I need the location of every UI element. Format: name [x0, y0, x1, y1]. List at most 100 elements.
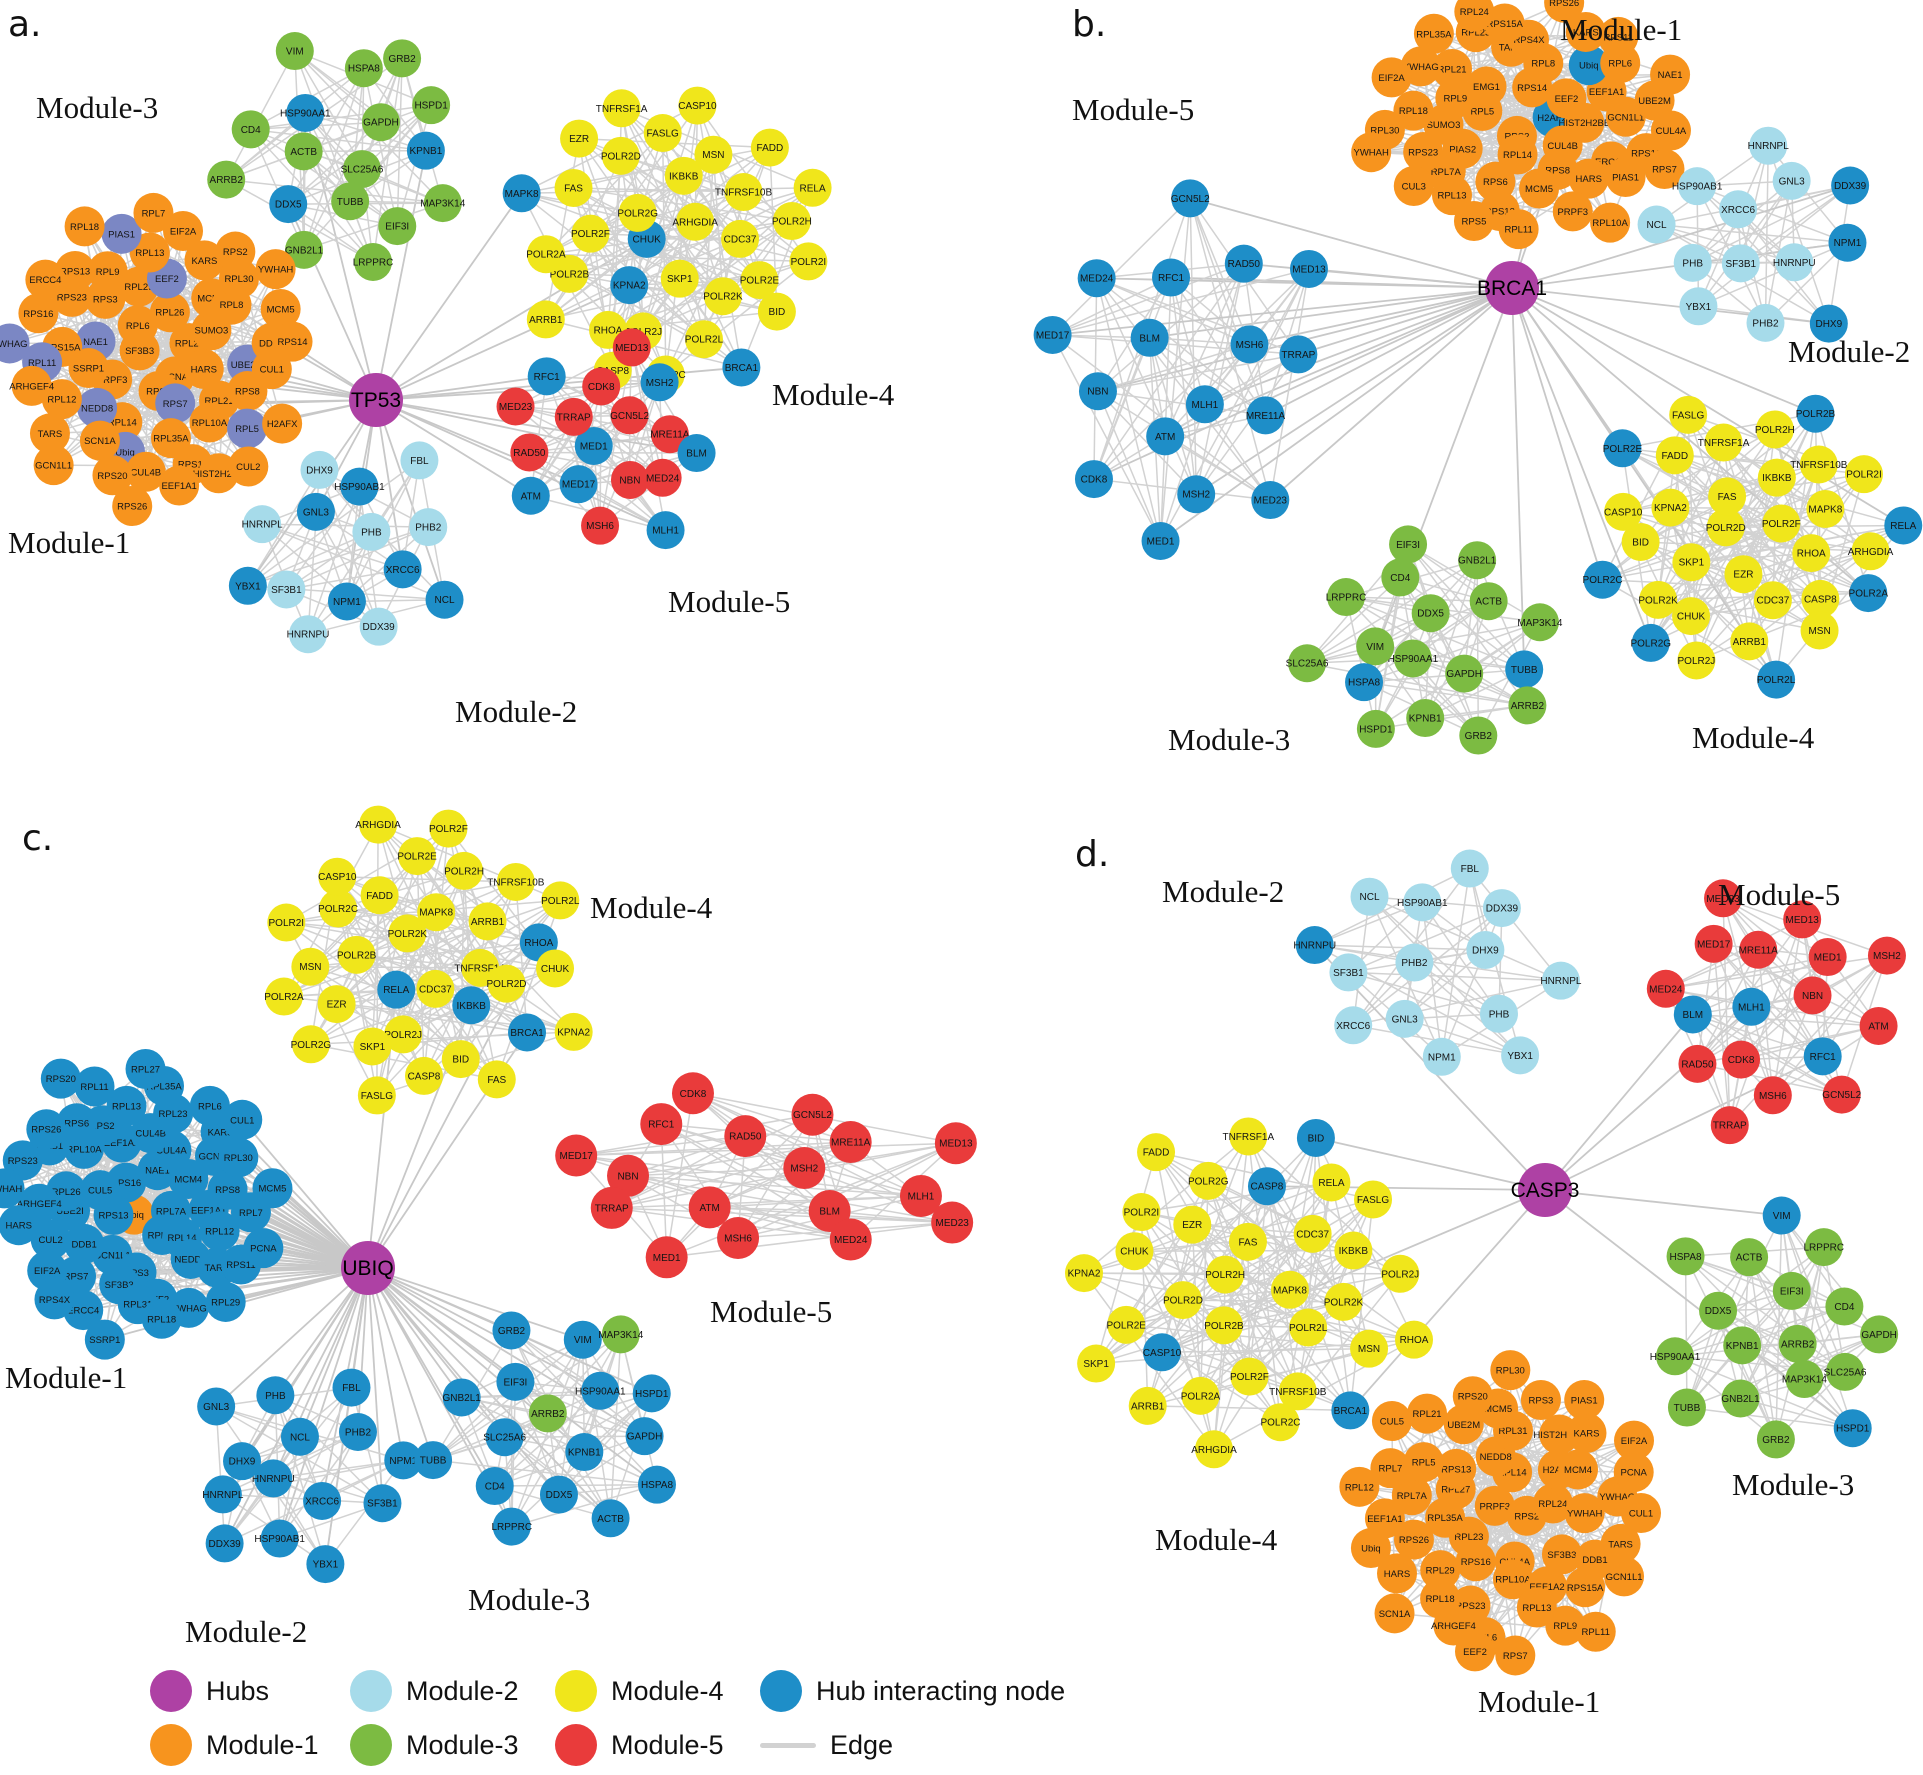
- node-IKBKB[interactable]: [452, 986, 491, 1025]
- node-RPL29[interactable]: [1420, 1550, 1461, 1591]
- node-BRCA1[interactable]: [1331, 1391, 1370, 1430]
- node-MED17[interactable]: [555, 1134, 598, 1177]
- node-RPS15A[interactable]: [1484, 3, 1525, 44]
- node-RPL10A[interactable]: [1492, 1559, 1533, 1600]
- node-LRPPRC[interactable]: [1804, 1228, 1843, 1267]
- node-SUMO3[interactable]: [1423, 104, 1464, 145]
- node-YBX1[interactable]: [1501, 1036, 1540, 1075]
- node-DDX39[interactable]: [1482, 889, 1521, 928]
- node-PHB2[interactable]: [338, 1413, 377, 1452]
- node-YBX1[interactable]: [1679, 287, 1718, 326]
- node-NAE1[interactable]: [1650, 54, 1691, 95]
- node-DDX5[interactable]: [1411, 594, 1450, 633]
- node-POLR2B[interactable]: [337, 935, 376, 974]
- node-FADD[interactable]: [1655, 436, 1694, 475]
- node-MAPK8[interactable]: [1270, 1270, 1309, 1309]
- node-FADD[interactable]: [1137, 1133, 1176, 1172]
- node-MSN[interactable]: [1800, 611, 1839, 650]
- node-NBN[interactable]: [610, 460, 649, 499]
- node-MED17[interactable]: [1033, 315, 1072, 354]
- node-GNB2L1[interactable]: [442, 1378, 481, 1417]
- node-RPL7[interactable]: [1370, 1448, 1411, 1489]
- node-GNL3[interactable]: [197, 1387, 236, 1426]
- node-HSP90AA1[interactable]: [1393, 639, 1432, 678]
- node-CDK8[interactable]: [1722, 1040, 1761, 1079]
- node-POLR2K[interactable]: [1324, 1282, 1363, 1321]
- node-POLR2F[interactable]: [429, 809, 468, 848]
- node-CUL5[interactable]: [80, 1170, 121, 1211]
- node-TNFRSF10B[interactable]: [724, 173, 763, 212]
- node-KPNB1[interactable]: [565, 1433, 604, 1472]
- node-ACTB[interactable]: [1469, 582, 1508, 621]
- node-HNRNPL[interactable]: [203, 1475, 242, 1514]
- node-XRCC6[interactable]: [303, 1481, 342, 1520]
- node-POLR2A[interactable]: [526, 235, 565, 274]
- node-MSH2[interactable]: [783, 1146, 826, 1189]
- node-RPL6[interactable]: [117, 305, 158, 346]
- node-RELA[interactable]: [377, 970, 416, 1009]
- node-RPS2[interactable]: [215, 231, 256, 272]
- node-FASLG[interactable]: [357, 1076, 396, 1115]
- node-SLC25A6[interactable]: [342, 150, 381, 189]
- node-KARS[interactable]: [184, 240, 225, 281]
- node-NPM1[interactable]: [327, 582, 366, 621]
- node-MSN[interactable]: [694, 135, 733, 174]
- node-GNL3[interactable]: [1772, 161, 1811, 200]
- node-HSP90AB1[interactable]: [1678, 167, 1717, 206]
- node-MRE11A[interactable]: [1739, 930, 1778, 969]
- node-MSH6[interactable]: [581, 506, 620, 545]
- node-FASLG[interactable]: [1669, 395, 1708, 434]
- node-CUL2[interactable]: [228, 446, 269, 487]
- node-HSP90AB1[interactable]: [1403, 883, 1442, 922]
- node-VIM[interactable]: [1356, 627, 1395, 666]
- node-CUL5[interactable]: [1371, 1401, 1412, 1442]
- node-RPL18[interactable]: [1393, 90, 1434, 131]
- node-CD4[interactable]: [1825, 1287, 1864, 1326]
- node-POLR2C[interactable]: [1261, 1403, 1300, 1442]
- node-MLH1[interactable]: [646, 511, 685, 550]
- node-HSP90AB1[interactable]: [340, 467, 379, 506]
- node-CASP8[interactable]: [404, 1056, 443, 1095]
- node-CUL3[interactable]: [1393, 165, 1434, 206]
- node-SKP1[interactable]: [1672, 543, 1711, 582]
- node-HSP90AA1[interactable]: [581, 1371, 620, 1410]
- node-ARRB1[interactable]: [1730, 622, 1769, 661]
- node-TUBB[interactable]: [1667, 1388, 1706, 1427]
- node-GAPDH[interactable]: [361, 103, 400, 142]
- node-CD4[interactable]: [1381, 558, 1420, 597]
- node-CHUK[interactable]: [1672, 597, 1711, 636]
- node-YBX1[interactable]: [306, 1545, 345, 1584]
- node-RPL11[interactable]: [1575, 1611, 1616, 1652]
- node-POLR2G[interactable]: [1189, 1161, 1228, 1200]
- node-RAD50[interactable]: [1224, 244, 1263, 283]
- node-EIF3I[interactable]: [496, 1362, 535, 1401]
- node-POLR2D[interactable]: [1163, 1281, 1202, 1320]
- node-RPL27[interactable]: [125, 1049, 166, 1090]
- node-HARS[interactable]: [1568, 158, 1609, 199]
- node-ATM[interactable]: [511, 476, 550, 515]
- node-POLR2H[interactable]: [1206, 1255, 1245, 1294]
- node-RPL21[interactable]: [1407, 1393, 1448, 1434]
- node-MSH6[interactable]: [1753, 1076, 1792, 1115]
- node-HSP90AA1[interactable]: [286, 93, 325, 132]
- node-BID[interactable]: [441, 1040, 480, 1079]
- node-POLR2J[interactable]: [384, 1015, 423, 1054]
- node-DDX39[interactable]: [1831, 166, 1870, 205]
- node-DDX39[interactable]: [205, 1524, 244, 1563]
- node-HNRNPL[interactable]: [243, 505, 282, 544]
- node-RPS20[interactable]: [40, 1058, 81, 1099]
- node-LRPPRC[interactable]: [492, 1507, 531, 1546]
- node-BID[interactable]: [1296, 1118, 1335, 1157]
- node-FBL[interactable]: [332, 1368, 371, 1407]
- node-NBN[interactable]: [1793, 976, 1832, 1015]
- node-HNRNPU[interactable]: [1295, 926, 1334, 965]
- node-TNFRSF10B[interactable]: [1799, 445, 1838, 484]
- node-KPNA2[interactable]: [610, 266, 649, 305]
- node-MRE11A[interactable]: [650, 415, 689, 454]
- node-RPS20[interactable]: [1452, 1376, 1493, 1417]
- node-CDC37[interactable]: [1753, 581, 1792, 620]
- node-RPS20[interactable]: [92, 455, 133, 496]
- node-POLR2C[interactable]: [319, 889, 358, 928]
- node-POLR2I[interactable]: [1122, 1193, 1161, 1232]
- node-MLH1[interactable]: [899, 1174, 942, 1217]
